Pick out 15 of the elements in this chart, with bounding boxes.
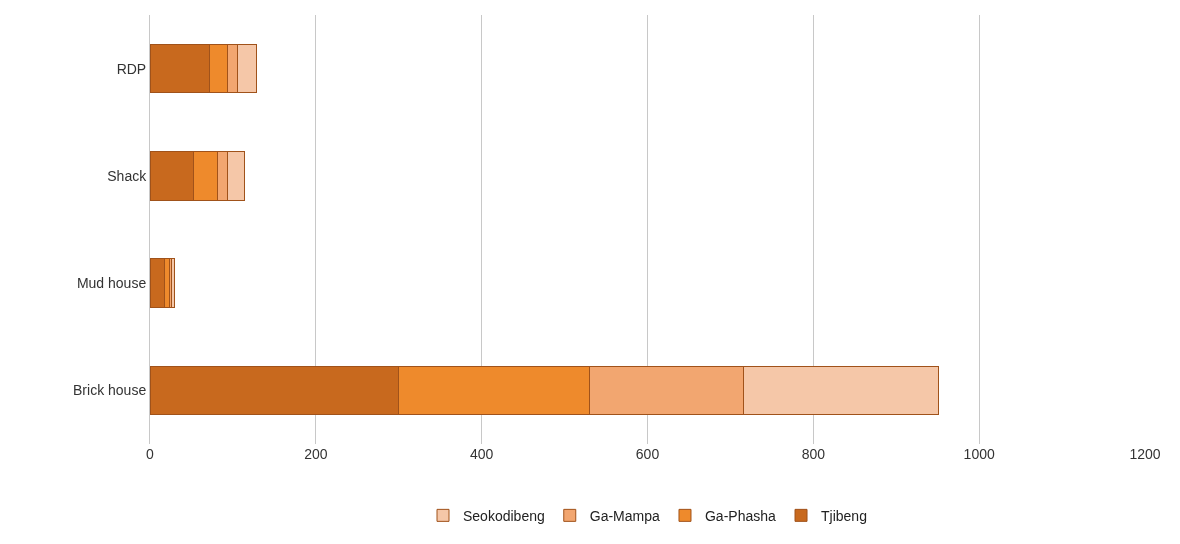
y-tick-label: Mud house	[76, 275, 147, 292]
legend-label: Seokodibeng	[463, 507, 545, 524]
y-tick-label: RDP	[116, 60, 147, 77]
x-tick-label: 400	[469, 446, 494, 462]
y-tick-label: Brick house	[73, 382, 147, 399]
x-tick-label: 1000	[963, 446, 995, 462]
x-tick-label: 200	[304, 446, 328, 462]
legend-label: Ga-Phasha	[704, 507, 777, 524]
legend-label: Ga-Mampa	[589, 507, 660, 524]
x-tick-label: 1200	[1129, 446, 1161, 462]
legend-label: Tjibeng	[821, 507, 867, 524]
x-tick-label: 0	[146, 446, 155, 462]
x-tick-label: 600	[635, 446, 660, 462]
x-tick-label: 800	[801, 446, 826, 462]
y-tick-label: Shack	[107, 167, 148, 184]
